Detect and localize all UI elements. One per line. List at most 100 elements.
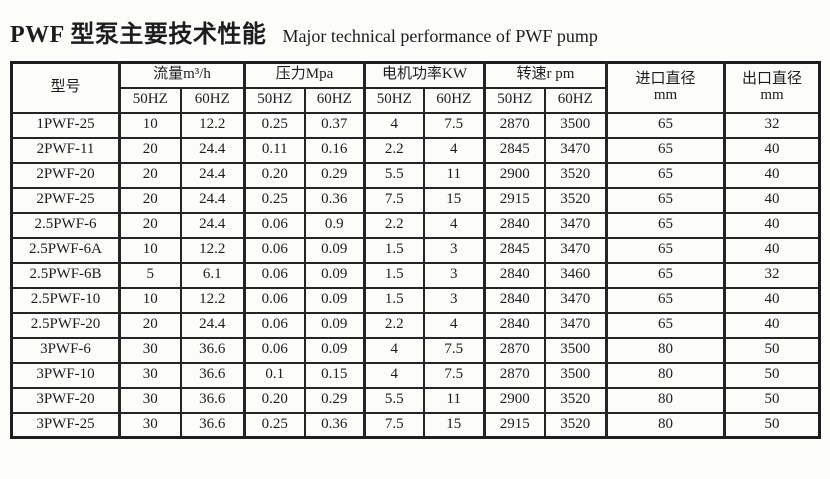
value-cell: 40 [723, 286, 821, 314]
table-row: 2PWF-25 20 24.4 0.25 0.36 7.5 15 2915 3520 65 40 [10, 186, 821, 214]
value-cell: 80 [605, 386, 726, 414]
title-chinese: PWF 型泵主要技术性能 [10, 22, 267, 48]
value-cell: 3470 [543, 136, 608, 164]
model-cell: 3PWF-25 [10, 411, 121, 439]
value-cell: 2900 [483, 161, 546, 189]
value-cell: 40 [723, 236, 821, 264]
header-row-groups: 型号 流量m³/h 压力Mpa 电机功率KW 转速r pm 进口直径 mm 出口… [10, 61, 821, 114]
value-cell: 24.4 [179, 311, 246, 339]
value-cell: 40 [723, 311, 821, 339]
value-cell: 0.20 [243, 161, 306, 189]
value-cell: 0.09 [303, 311, 366, 339]
table-row: 2.5PWF-6A 10 12.2 0.06 0.09 1.5 3 2845 3470 65 40 [10, 236, 821, 264]
value-cell: 3520 [543, 411, 608, 439]
value-cell: 30 [118, 386, 182, 414]
value-cell: 12.2 [179, 286, 246, 314]
table-body: 1PWF-25 10 12.2 0.25 0.37 4 7.5 2870 3500 65 32 2PW… [10, 111, 821, 439]
value-cell: 65 [605, 136, 726, 164]
value-cell: 20 [118, 211, 182, 239]
value-cell: 2.2 [363, 136, 425, 164]
value-cell: 6.1 [179, 261, 246, 289]
table-header: 型号 流量m³/h 压力Mpa 电机功率KW 转速r pm 进口直径 mm 出口… [10, 61, 821, 114]
value-cell: 65 [605, 311, 726, 339]
value-cell: 40 [723, 186, 821, 214]
model-cell: 2.5PWF-20 [10, 311, 121, 339]
value-cell: 2900 [483, 386, 546, 414]
table-row: 3PWF-10 30 36.6 0.1 0.15 4 7.5 2870 3500 80 50 [10, 361, 821, 389]
value-cell: 3470 [543, 236, 608, 264]
value-cell: 12.2 [179, 111, 246, 139]
value-cell: 36.6 [179, 336, 246, 364]
value-cell: 0.1 [243, 361, 306, 389]
model-cell: 1PWF-25 [10, 111, 121, 139]
value-cell: 2870 [483, 111, 546, 139]
header-flow-50hz: 50HZ [118, 86, 182, 114]
page-title: PWF 型泵主要技术性能 Major technical performance… [10, 14, 820, 49]
value-cell: 0.09 [303, 286, 366, 314]
header-speed-60hz: 60HZ [543, 86, 608, 114]
value-cell: 65 [605, 261, 726, 289]
value-cell: 0.29 [303, 386, 366, 414]
value-cell: 32 [723, 261, 821, 289]
value-cell: 0.15 [303, 361, 366, 389]
value-cell: 80 [605, 411, 726, 439]
value-cell: 0.9 [303, 211, 366, 239]
value-cell: 0.36 [303, 411, 366, 439]
value-cell: 2845 [483, 236, 546, 264]
value-cell: 65 [605, 111, 726, 139]
value-cell: 65 [605, 286, 726, 314]
value-cell: 24.4 [179, 186, 246, 214]
value-cell: 3 [422, 236, 486, 264]
value-cell: 65 [605, 186, 726, 214]
value-cell: 20 [118, 186, 182, 214]
title-english: Major technical performance of PWF pump [282, 26, 598, 46]
value-cell: 50 [723, 411, 821, 439]
value-cell: 1.5 [363, 261, 425, 289]
table-row: 2.5PWF-20 20 24.4 0.06 0.09 2.2 4 2840 3470 65 40 [10, 311, 821, 339]
table-row: 1PWF-25 10 12.2 0.25 0.37 4 7.5 2870 3500 65 32 [10, 111, 821, 139]
header-outlet-label: 出口直径 [742, 71, 803, 87]
value-cell: 40 [723, 211, 821, 239]
value-cell: 1.5 [363, 286, 425, 314]
value-cell: 3500 [543, 111, 608, 139]
value-cell: 2845 [483, 136, 546, 164]
value-cell: 2840 [483, 286, 546, 314]
value-cell: 32 [723, 111, 821, 139]
model-cell: 2.5PWF-6A [10, 236, 121, 264]
value-cell: 50 [723, 386, 821, 414]
value-cell: 0.06 [243, 286, 306, 314]
value-cell: 65 [605, 211, 726, 239]
table-row: 2.5PWF-10 10 12.2 0.06 0.09 1.5 3 2840 3470 65 40 [10, 286, 821, 314]
value-cell: 2840 [483, 311, 546, 339]
value-cell: 0.36 [303, 186, 366, 214]
model-cell: 3PWF-10 [10, 361, 121, 389]
value-cell: 40 [723, 136, 821, 164]
value-cell: 5.5 [363, 386, 425, 414]
value-cell: 3460 [543, 261, 608, 289]
header-inlet-diameter: 进口直径 mm [605, 61, 726, 114]
value-cell: 0.06 [243, 261, 306, 289]
value-cell: 5 [118, 261, 182, 289]
value-cell: 2870 [483, 361, 546, 389]
value-cell: 4 [363, 336, 425, 364]
value-cell: 30 [118, 411, 182, 439]
value-cell: 5.5 [363, 161, 425, 189]
value-cell: 0.37 [303, 111, 366, 139]
header-pressure-50hz: 50HZ [243, 86, 306, 114]
value-cell: 3470 [543, 211, 608, 239]
value-cell: 7.5 [363, 411, 425, 439]
header-flow-60hz: 60HZ [179, 86, 246, 114]
header-flow: 流量m³/h [118, 61, 246, 89]
value-cell: 11 [422, 161, 486, 189]
value-cell: 12.2 [179, 236, 246, 264]
value-cell: 2.2 [363, 211, 425, 239]
value-cell: 4 [363, 111, 425, 139]
table-row: 2PWF-11 20 24.4 0.11 0.16 2.2 4 2845 3470 65 40 [10, 136, 821, 164]
value-cell: 20 [118, 136, 182, 164]
value-cell: 3470 [543, 286, 608, 314]
value-cell: 30 [118, 361, 182, 389]
value-cell: 2.2 [363, 311, 425, 339]
value-cell: 3500 [543, 361, 608, 389]
value-cell: 0.25 [243, 186, 306, 214]
value-cell: 0.09 [303, 236, 366, 264]
